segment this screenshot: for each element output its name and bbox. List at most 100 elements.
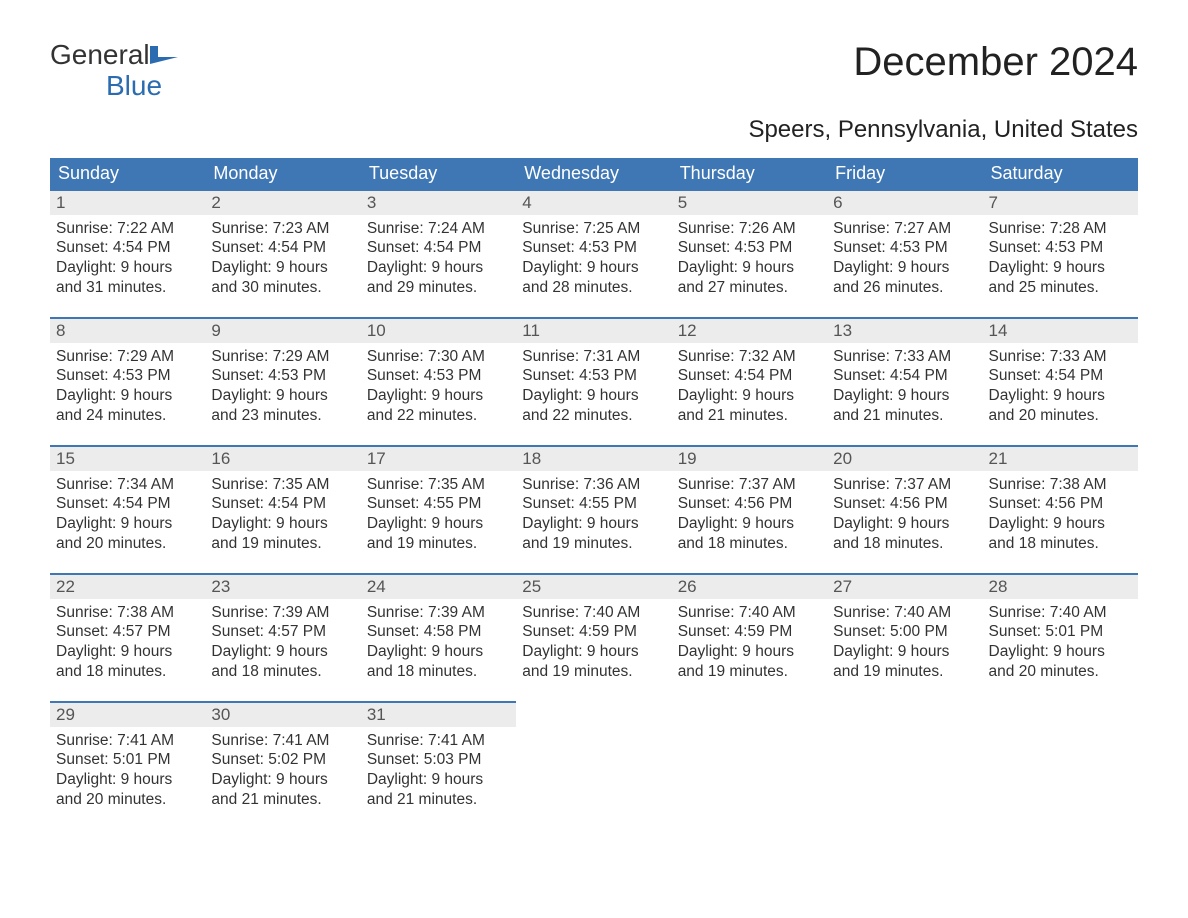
dow-header: Tuesday [361,158,516,189]
sunrise-label: Sunrise: 7:35 AM [367,475,510,495]
sunset-label: Sunset: 4:53 PM [367,366,510,386]
day2-label: and 28 minutes. [522,278,665,298]
calendar-cell [827,701,982,829]
sunrise-label: Sunrise: 7:29 AM [211,347,354,367]
sunset-label: Sunset: 4:59 PM [522,622,665,642]
day-number: 18 [516,445,671,471]
day-number: 16 [205,445,360,471]
day1-label: Daylight: 9 hours [56,386,199,406]
sunrise-label: Sunrise: 7:41 AM [56,731,199,751]
sunrise-label: Sunrise: 7:33 AM [989,347,1132,367]
day-body: Sunrise: 7:23 AMSunset: 4:54 PMDaylight:… [205,215,360,298]
day1-label: Daylight: 9 hours [56,258,199,278]
calendar-cell: 15Sunrise: 7:34 AMSunset: 4:54 PMDayligh… [50,445,205,573]
day2-label: and 21 minutes. [678,406,821,426]
day2-label: and 20 minutes. [56,534,199,554]
day-number: 22 [50,573,205,599]
sunrise-label: Sunrise: 7:23 AM [211,219,354,239]
day-body: Sunrise: 7:26 AMSunset: 4:53 PMDaylight:… [672,215,827,298]
sunrise-label: Sunrise: 7:38 AM [989,475,1132,495]
dow-header: Monday [205,158,360,189]
sunset-label: Sunset: 4:53 PM [833,238,976,258]
day2-label: and 18 minutes. [367,662,510,682]
day-number: 5 [672,189,827,215]
day-number: 10 [361,317,516,343]
day2-label: and 19 minutes. [211,534,354,554]
day-body: Sunrise: 7:37 AMSunset: 4:56 PMDaylight:… [827,471,982,554]
day-number: 15 [50,445,205,471]
day-body: Sunrise: 7:29 AMSunset: 4:53 PMDaylight:… [205,343,360,426]
sunset-label: Sunset: 4:59 PM [678,622,821,642]
day-body: Sunrise: 7:36 AMSunset: 4:55 PMDaylight:… [516,471,671,554]
day-body: Sunrise: 7:24 AMSunset: 4:54 PMDaylight:… [361,215,516,298]
day-number: 9 [205,317,360,343]
day2-label: and 18 minutes. [989,534,1132,554]
day-body: Sunrise: 7:33 AMSunset: 4:54 PMDaylight:… [983,343,1138,426]
sunset-label: Sunset: 5:00 PM [833,622,976,642]
sunset-label: Sunset: 4:57 PM [56,622,199,642]
sunrise-label: Sunrise: 7:41 AM [211,731,354,751]
sunset-label: Sunset: 4:55 PM [367,494,510,514]
day1-label: Daylight: 9 hours [56,770,199,790]
day2-label: and 19 minutes. [522,662,665,682]
sunset-label: Sunset: 4:54 PM [367,238,510,258]
day-number: 6 [827,189,982,215]
day1-label: Daylight: 9 hours [522,642,665,662]
sunset-label: Sunset: 5:03 PM [367,750,510,770]
day2-label: and 22 minutes. [367,406,510,426]
calendar-cell: 22Sunrise: 7:38 AMSunset: 4:57 PMDayligh… [50,573,205,701]
day1-label: Daylight: 9 hours [211,258,354,278]
day-body: Sunrise: 7:39 AMSunset: 4:58 PMDaylight:… [361,599,516,682]
logo-word1: General [50,39,150,70]
day-body: Sunrise: 7:37 AMSunset: 4:56 PMDaylight:… [672,471,827,554]
calendar-cell: 3Sunrise: 7:24 AMSunset: 4:54 PMDaylight… [361,189,516,317]
day2-label: and 20 minutes. [56,790,199,810]
sunrise-label: Sunrise: 7:32 AM [678,347,821,367]
day-body: Sunrise: 7:28 AMSunset: 4:53 PMDaylight:… [983,215,1138,298]
day-body: Sunrise: 7:34 AMSunset: 4:54 PMDaylight:… [50,471,205,554]
day1-label: Daylight: 9 hours [833,642,976,662]
day2-label: and 19 minutes. [367,534,510,554]
day-number: 20 [827,445,982,471]
calendar-cell: 21Sunrise: 7:38 AMSunset: 4:56 PMDayligh… [983,445,1138,573]
sunrise-label: Sunrise: 7:40 AM [833,603,976,623]
day-number [827,701,982,727]
day-number: 3 [361,189,516,215]
day-number: 14 [983,317,1138,343]
sunset-label: Sunset: 4:54 PM [989,366,1132,386]
day-body: Sunrise: 7:29 AMSunset: 4:53 PMDaylight:… [50,343,205,426]
day2-label: and 20 minutes. [989,406,1132,426]
day1-label: Daylight: 9 hours [989,386,1132,406]
day-number: 19 [672,445,827,471]
day-number: 31 [361,701,516,727]
sunrise-label: Sunrise: 7:39 AM [367,603,510,623]
logo-text: General Blue [50,40,178,102]
calendar-week: 15Sunrise: 7:34 AMSunset: 4:54 PMDayligh… [50,445,1138,573]
calendar-cell: 4Sunrise: 7:25 AMSunset: 4:53 PMDaylight… [516,189,671,317]
calendar-cell: 11Sunrise: 7:31 AMSunset: 4:53 PMDayligh… [516,317,671,445]
day1-label: Daylight: 9 hours [211,386,354,406]
day-body: Sunrise: 7:40 AMSunset: 5:01 PMDaylight:… [983,599,1138,682]
sunrise-label: Sunrise: 7:41 AM [367,731,510,751]
day-number: 23 [205,573,360,599]
calendar-cell: 16Sunrise: 7:35 AMSunset: 4:54 PMDayligh… [205,445,360,573]
day-body: Sunrise: 7:40 AMSunset: 4:59 PMDaylight:… [672,599,827,682]
day1-label: Daylight: 9 hours [678,642,821,662]
day-body: Sunrise: 7:35 AMSunset: 4:55 PMDaylight:… [361,471,516,554]
sunset-label: Sunset: 4:54 PM [211,494,354,514]
day1-label: Daylight: 9 hours [678,258,821,278]
calendar-cell: 25Sunrise: 7:40 AMSunset: 4:59 PMDayligh… [516,573,671,701]
sunset-label: Sunset: 5:02 PM [211,750,354,770]
day2-label: and 18 minutes. [833,534,976,554]
sunrise-label: Sunrise: 7:40 AM [678,603,821,623]
calendar-cell: 20Sunrise: 7:37 AMSunset: 4:56 PMDayligh… [827,445,982,573]
sunrise-label: Sunrise: 7:40 AM [989,603,1132,623]
sunset-label: Sunset: 4:56 PM [989,494,1132,514]
day2-label: and 29 minutes. [367,278,510,298]
day2-label: and 21 minutes. [833,406,976,426]
dow-header: Friday [827,158,982,189]
day-number: 27 [827,573,982,599]
day-number: 17 [361,445,516,471]
calendar-cell: 12Sunrise: 7:32 AMSunset: 4:54 PMDayligh… [672,317,827,445]
day-number: 2 [205,189,360,215]
